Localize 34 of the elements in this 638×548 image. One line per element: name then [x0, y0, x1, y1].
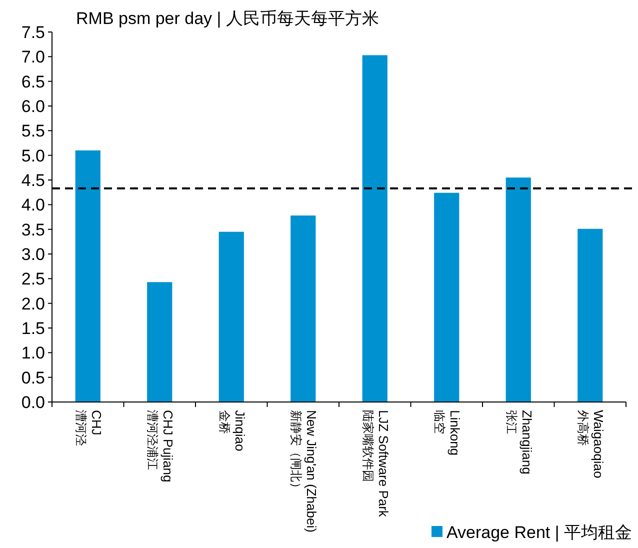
x-tick-label: Linkong 临空: [432, 410, 463, 456]
y-tick-label: 2.5: [21, 270, 45, 289]
x-tick-label: CHJ 漕河泾: [74, 410, 104, 446]
chart-title: RMB psm per day | 人民币每天每平方米: [76, 9, 379, 28]
y-tick-label: 6.5: [21, 72, 45, 92]
bar: [290, 216, 316, 402]
x-tick-label: LJZ Software Park 陆家嘴软件园: [360, 410, 391, 518]
x-tick-label: New Jing'an (Zhabei) 新静安（闸北）: [289, 410, 320, 532]
bar: [147, 282, 172, 402]
y-tick-label: 0.0: [21, 393, 45, 412]
y-tick-label: 5.0: [21, 146, 45, 166]
y-tick-label: 1.5: [21, 319, 45, 338]
x-tick-label: Zhangjiang 张江: [504, 410, 534, 474]
y-tick-label: 6.0: [21, 97, 45, 116]
y-tick-label: 4.0: [21, 196, 45, 215]
y-tick-label: 3.0: [21, 245, 45, 264]
y-tick-label: 7.0: [21, 48, 45, 67]
x-tick-label: CHJ Pujiang 漕河泾浦江: [146, 410, 176, 482]
bar: [578, 228, 603, 402]
legend: Average Rent | 平均租金: [431, 523, 632, 542]
y-tick-label: 0.5: [21, 368, 45, 388]
y-tick-label: 1.0: [21, 344, 45, 363]
bar: [218, 232, 244, 402]
y-tick-label: 5.5: [21, 122, 45, 141]
y-tick-label: 3.5: [21, 220, 45, 240]
bar: [362, 55, 388, 402]
x-tick-label: Waigaoqiao 外高桥: [576, 410, 606, 478]
x-tick-label: Jinqiao 金桥: [217, 410, 248, 452]
y-tick-label: 7.5: [21, 23, 45, 42]
y-tick-label: 4.5: [21, 171, 45, 190]
bar: [75, 150, 100, 402]
y-tick-label: 2.0: [21, 294, 45, 314]
bar: [434, 192, 460, 402]
bar: [506, 178, 531, 402]
